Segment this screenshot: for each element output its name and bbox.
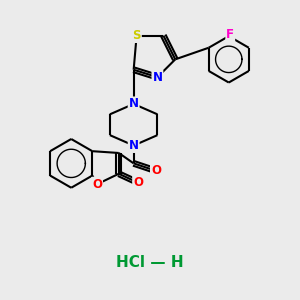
Text: N: N [129, 139, 139, 152]
Text: HCl — H: HCl — H [116, 255, 184, 270]
Text: S: S [132, 29, 141, 42]
Text: N: N [152, 71, 162, 84]
Text: O: O [92, 178, 102, 191]
Text: O: O [133, 176, 143, 189]
Text: O: O [151, 164, 161, 177]
Text: N: N [129, 98, 139, 110]
Text: F: F [226, 28, 234, 41]
